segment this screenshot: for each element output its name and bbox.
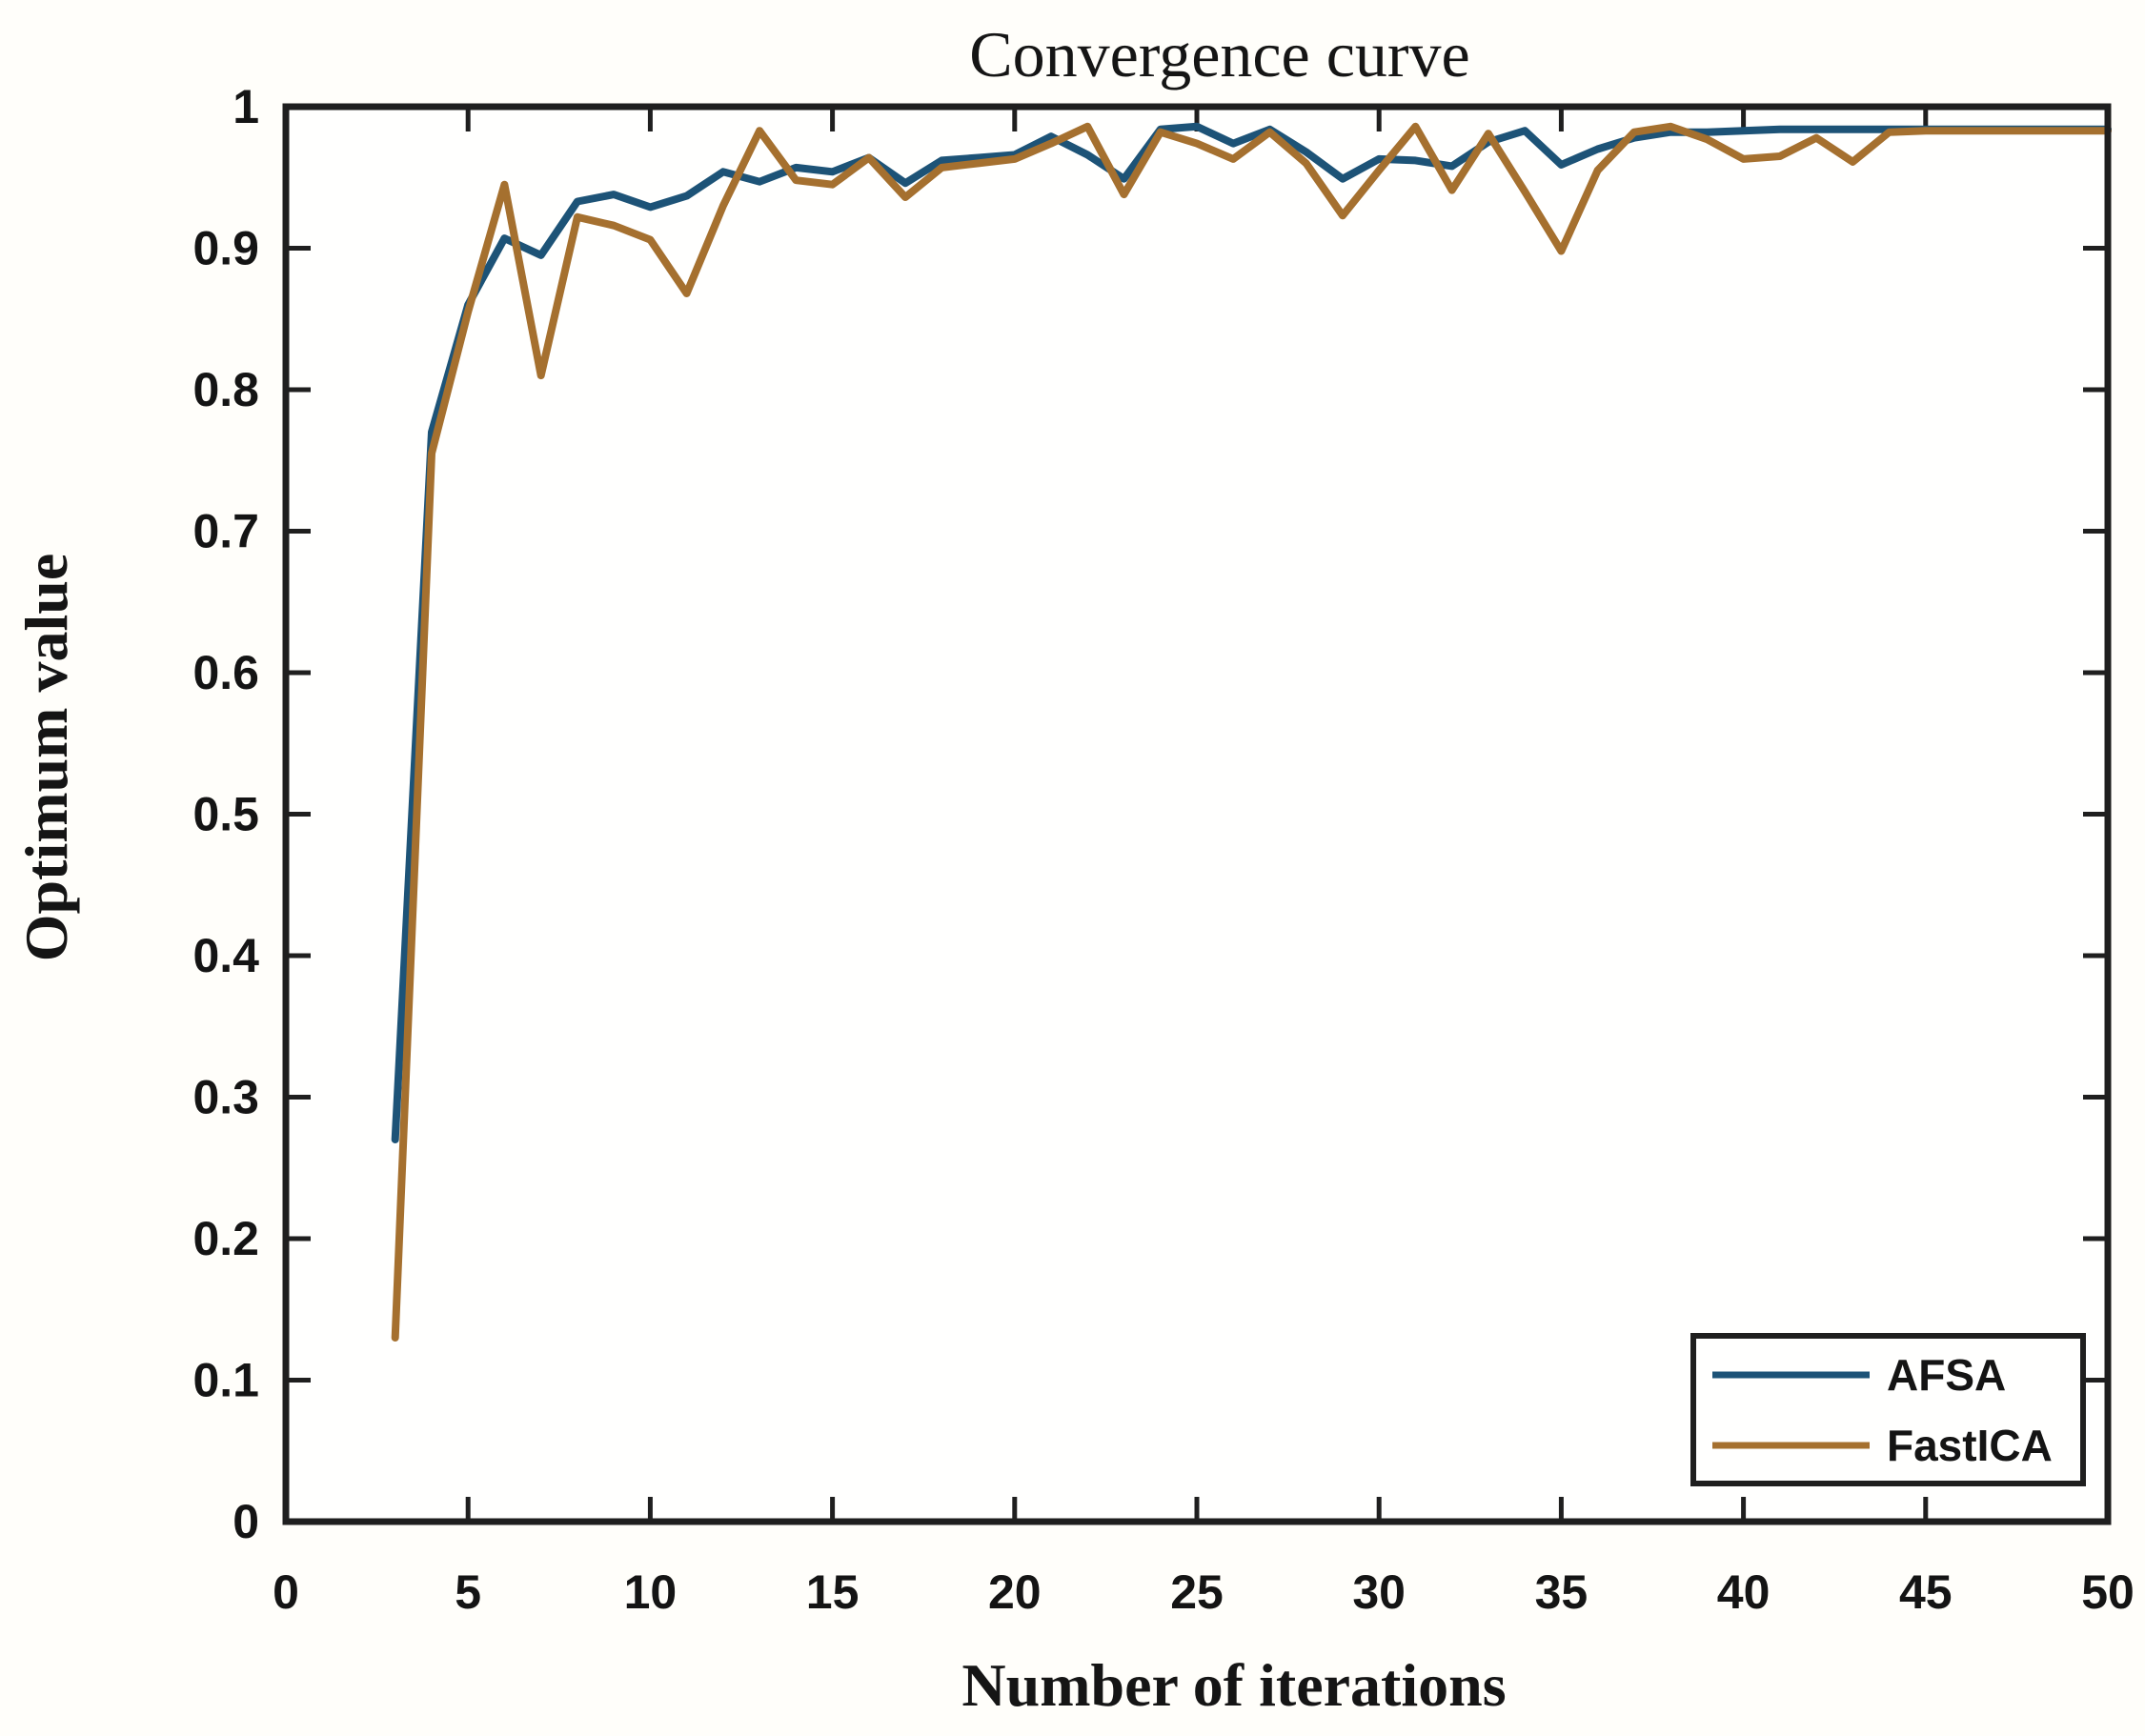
y-tick-label: 0.2 xyxy=(192,1212,259,1265)
legend-label-fastica: FastICA xyxy=(1887,1421,2053,1470)
y-tick-label: 0.6 xyxy=(192,646,259,699)
series-line-afsa xyxy=(391,122,2112,1143)
y-tick-label: 0.8 xyxy=(192,363,259,416)
y-tick-label: 0.5 xyxy=(192,788,259,841)
y-tick-label: 0.4 xyxy=(192,929,259,982)
x-tick-label: 35 xyxy=(1535,1565,1589,1619)
x-tick-label: 30 xyxy=(1352,1565,1406,1619)
y-tick-label: 0.3 xyxy=(192,1071,259,1124)
x-tick-label: 45 xyxy=(1899,1565,1953,1619)
x-tick-label: 15 xyxy=(806,1565,860,1619)
y-tick-label: 0.1 xyxy=(192,1354,259,1407)
x-tick-label: 0 xyxy=(273,1565,299,1619)
y-tick-label: 1 xyxy=(233,80,259,133)
series-lines xyxy=(391,122,2112,1342)
x-tick-label: 5 xyxy=(455,1565,481,1619)
plot-frame xyxy=(282,103,2112,1525)
tick-labels: 0 5 10 15 20 25 30 35 40 45 50 0 0.1 0.2 0.3 0.4 0.5 0.6 0… xyxy=(192,80,2134,1619)
x-tick-label: 20 xyxy=(988,1565,1042,1619)
y-axis-label: Optimum value xyxy=(12,554,80,961)
series-line-fastica xyxy=(391,122,2112,1342)
plot-area xyxy=(286,107,2108,1522)
y-tick-label: 0.7 xyxy=(192,505,259,558)
y-tick-label: 0.9 xyxy=(192,222,259,275)
legend: AFSA FastICA xyxy=(1690,1333,2086,1486)
legend-box xyxy=(1690,1333,2086,1486)
chart-title: Convergence curve xyxy=(969,18,1470,91)
y-tick-label: 0 xyxy=(233,1495,259,1548)
x-tick-label: 25 xyxy=(1170,1565,1224,1619)
x-tick-label: 40 xyxy=(1717,1565,1771,1619)
legend-label-afsa: AFSA xyxy=(1887,1350,2006,1400)
x-tick-label: 50 xyxy=(2081,1565,2135,1619)
x-axis-label: Number of iterations xyxy=(961,1651,1506,1719)
x-tick-label: 10 xyxy=(624,1565,678,1619)
